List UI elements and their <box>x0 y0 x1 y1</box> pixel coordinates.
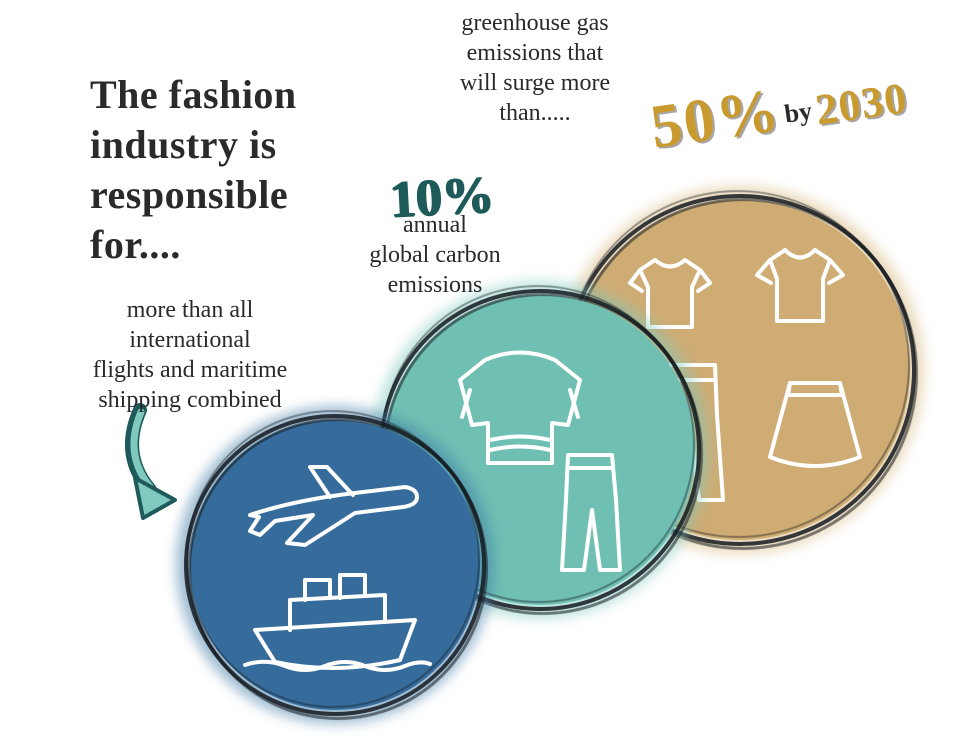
ten-percent-caption: annual global carbon emissions <box>335 210 535 300</box>
circle-blue <box>190 420 480 710</box>
fifty-value: 50% <box>646 76 784 161</box>
ship-icon <box>235 560 435 680</box>
plane-icon <box>235 455 425 555</box>
skirt-icon <box>760 375 870 475</box>
surge-text: greenhouse gas emissions that will surge… <box>405 8 665 128</box>
headline-text: The fashion industry is responsible for.… <box>90 70 297 270</box>
year-value: 2030 <box>812 73 910 134</box>
by-label: by <box>783 96 814 129</box>
tshirt2-icon <box>745 245 855 330</box>
infographic-stage: The fashion industry is responsible for.… <box>0 0 969 750</box>
arrow-icon <box>105 400 215 530</box>
pants2-icon <box>550 450 630 580</box>
flights-caption: more than all international flights and … <box>55 295 325 415</box>
fifty-percent-stat: 50% by 2030 <box>646 57 911 163</box>
